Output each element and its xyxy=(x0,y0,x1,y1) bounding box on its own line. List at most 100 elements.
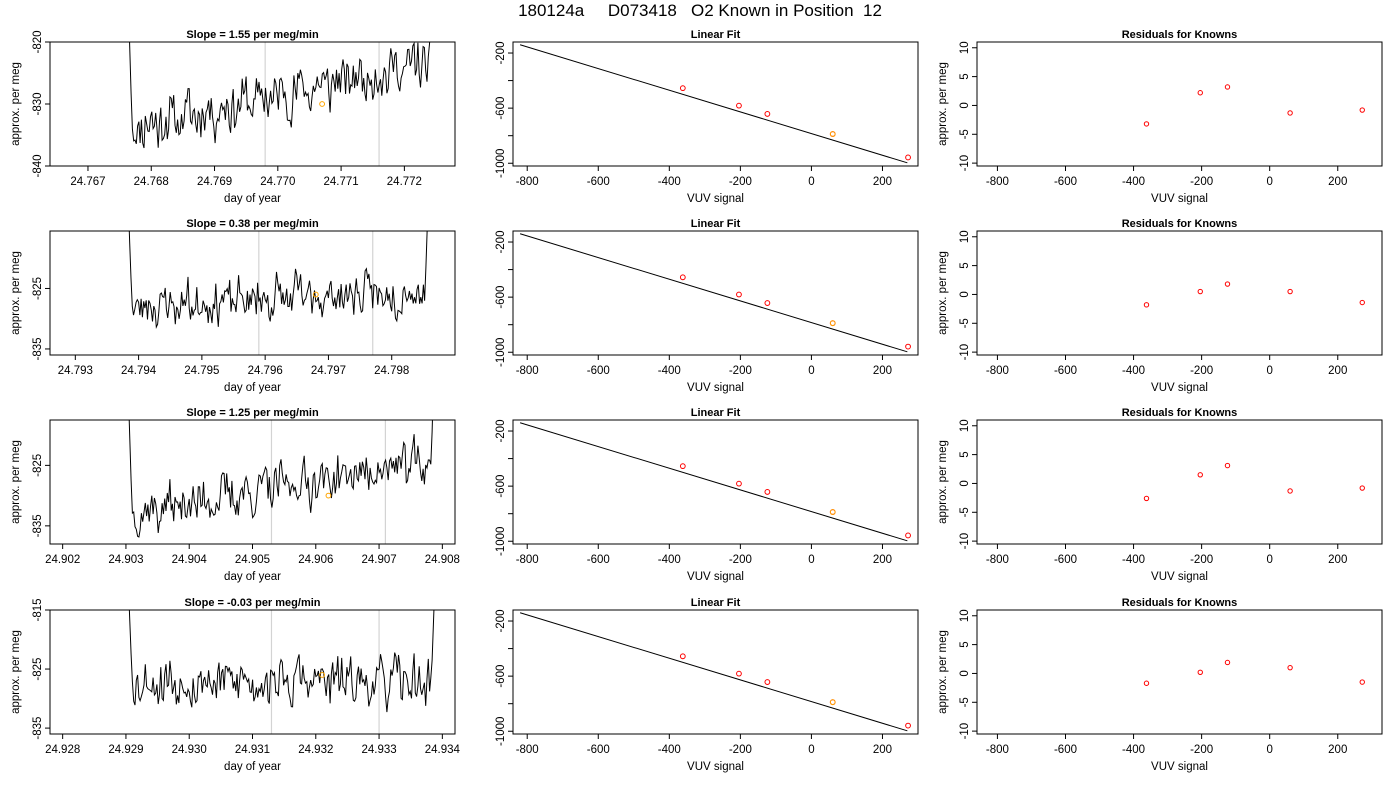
plot-frame xyxy=(512,609,919,735)
panel-linear-fit-row4: Linear Fit -800 -600 -400 -200 0 200 -1000 -600 -… xyxy=(495,597,919,773)
y-tick-label: 5 xyxy=(959,641,971,647)
x-tick-label: -200 xyxy=(1190,744,1213,756)
y-tick-label: -835 xyxy=(32,514,44,537)
x-tick-label: -800 xyxy=(986,554,1009,566)
x-tick-label: 24.767 xyxy=(70,176,105,188)
x-tick-label: -200 xyxy=(1190,554,1213,566)
plot-frame xyxy=(49,609,456,735)
known-point xyxy=(905,154,911,161)
residual-point xyxy=(1287,288,1293,295)
x-tick-label: 24.769 xyxy=(197,176,232,188)
x-tick-label: -800 xyxy=(986,744,1009,756)
x-tick-label: 24.768 xyxy=(134,176,169,188)
known-point xyxy=(679,463,686,470)
x-tick-label: -600 xyxy=(587,176,610,188)
y-tick-label: -840 xyxy=(32,154,44,177)
fit-line xyxy=(519,612,908,732)
x-tick-label: 24.933 xyxy=(361,744,396,756)
x-tick-label: -600 xyxy=(1054,176,1077,188)
residual-point xyxy=(1287,664,1293,671)
residual-point xyxy=(1287,110,1293,116)
y-tick-label: 0 xyxy=(959,291,971,297)
x-tick-label: 200 xyxy=(1328,744,1347,756)
y-axis-label: approx. per meg xyxy=(10,251,22,335)
known-point xyxy=(905,343,911,350)
x-tick-label: -400 xyxy=(1122,554,1145,566)
y-tick-label: -200 xyxy=(495,610,507,633)
y-tick-label: -5 xyxy=(959,129,971,139)
panel-linear-fit-row3: Linear Fit -800 -600 -400 -200 0 200 -1000 -600 -… xyxy=(495,407,919,583)
panel-residuals-row4: Residuals for Knowns -800 -600 -400 -200 0 200… xyxy=(937,597,1383,773)
known-point xyxy=(736,291,742,298)
plot-area xyxy=(519,422,911,542)
x-axis-label: VUV signal xyxy=(1151,193,1208,205)
panel-title: Residuals for Knowns xyxy=(1122,597,1238,609)
y-axis-label: approx. per meg xyxy=(937,630,949,714)
known-point xyxy=(736,480,742,487)
y-tick-label: -1000 xyxy=(495,338,507,367)
y-tick-label: -5 xyxy=(959,318,971,328)
sample-point xyxy=(829,131,836,137)
panel-title: Slope = 1.55 per meg/min xyxy=(186,29,319,41)
residual-point xyxy=(1197,90,1203,96)
plot-frame xyxy=(49,230,456,356)
plot-area xyxy=(1143,659,1365,686)
y-tick-label: 5 xyxy=(959,262,971,268)
x-tick-label: 24.796 xyxy=(248,365,283,377)
y-axis-label: approx. per meg xyxy=(10,62,22,146)
x-tick-label: 24.929 xyxy=(108,744,143,756)
x-tick-label: 24.902 xyxy=(45,554,80,566)
plot-frame xyxy=(512,419,919,545)
mean-marker-point xyxy=(312,291,319,298)
residual-point xyxy=(1287,488,1293,494)
y-tick-label: -200 xyxy=(495,42,507,65)
x-axis-label: day of year xyxy=(224,382,281,394)
fit-line xyxy=(519,233,908,353)
panel-title: Linear Fit xyxy=(691,218,741,230)
x-axis-label: VUV signal xyxy=(1151,382,1208,394)
residual-point xyxy=(1143,302,1150,308)
y-tick-label: -835 xyxy=(32,717,44,740)
x-tick-label: -400 xyxy=(658,744,681,756)
x-tick-label: 0 xyxy=(808,744,814,756)
y-tick-label: 5 xyxy=(959,73,971,79)
x-tick-label: -600 xyxy=(1054,554,1077,566)
x-tick-label: 200 xyxy=(1328,365,1347,377)
residual-point xyxy=(1224,84,1231,90)
x-axis-label: VUV signal xyxy=(1151,761,1208,773)
residual-point xyxy=(1359,485,1365,491)
x-axis-label: VUV signal xyxy=(687,571,744,583)
x-tick-label: -800 xyxy=(516,365,539,377)
known-point xyxy=(679,274,686,281)
x-tick-label: -400 xyxy=(658,554,681,566)
x-tick-label: 0 xyxy=(808,554,814,566)
plot-frame xyxy=(976,609,1383,735)
known-point xyxy=(736,670,742,677)
x-tick-label: -400 xyxy=(1122,365,1145,377)
y-tick-label: -825 xyxy=(32,454,44,477)
plot-area xyxy=(1143,281,1365,308)
fit-line xyxy=(519,422,908,542)
x-tick-label: 24.798 xyxy=(374,365,409,377)
residual-point xyxy=(1224,462,1231,469)
x-tick-label: -200 xyxy=(729,176,752,188)
plot-area xyxy=(128,610,435,734)
known-point xyxy=(764,679,771,685)
known-point xyxy=(764,300,771,306)
residual-point xyxy=(1143,680,1150,686)
known-point xyxy=(905,722,911,729)
x-tick-label: -800 xyxy=(986,365,1009,377)
x-tick-label: -200 xyxy=(729,744,752,756)
x-tick-label: 0 xyxy=(1266,744,1272,756)
x-tick-label: 24.793 xyxy=(58,365,93,377)
x-axis-label: day of year xyxy=(224,761,281,773)
y-tick-label: 10 xyxy=(959,419,971,432)
y-tick-label: -200 xyxy=(495,231,507,254)
residual-point xyxy=(1143,121,1150,127)
panel-raw-trace-row4: Slope = -0.03 per meg/min 24.928 24.929 24.… xyxy=(10,597,461,773)
plot-frame xyxy=(49,419,456,545)
known-point xyxy=(679,653,686,660)
y-tick-label: -10 xyxy=(959,533,971,550)
signal-trace-line xyxy=(129,42,431,149)
